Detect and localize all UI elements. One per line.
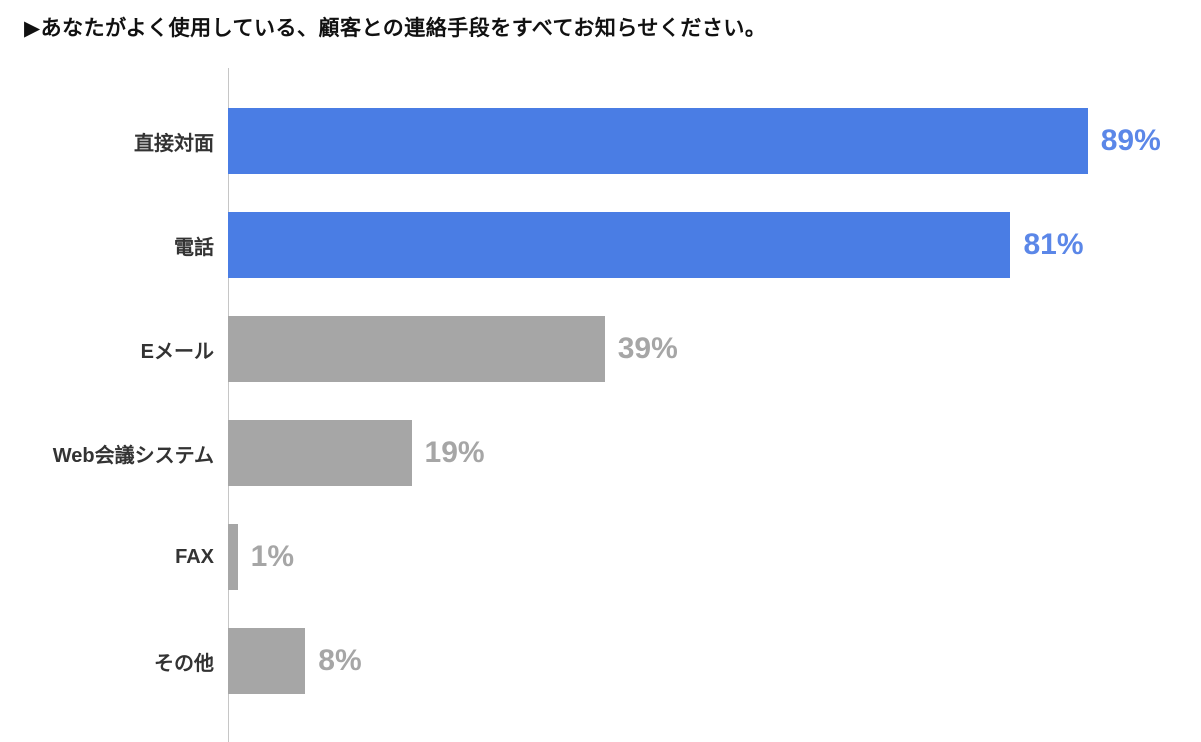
bar-row: Web会議システム 19% [0, 420, 1201, 486]
value-label: 19% [424, 436, 485, 469]
category-label: 電話 [174, 236, 214, 259]
bar [228, 524, 238, 590]
value-label: 81% [1023, 228, 1084, 261]
plot-cell: 8% [228, 628, 1194, 694]
bar-row: その他 8% [0, 628, 1201, 694]
bar [228, 420, 412, 486]
bar [228, 628, 306, 694]
y-axis-line [228, 68, 229, 742]
plot-cell: 81% [228, 212, 1194, 278]
page-title: ▶あなたがよく使用している、顧客との連絡手段をすべてお知らせください。 [24, 17, 767, 40]
value-label: 89% [1100, 124, 1161, 157]
bar-row: 直接対面 89% [0, 108, 1201, 174]
plot-cell: 1% [228, 524, 1194, 590]
category-label: Eメール [140, 340, 214, 363]
category-label: Web会議システム [52, 444, 214, 467]
value-label: 39% [617, 332, 678, 365]
plot-cell: 19% [228, 420, 1194, 486]
category-label: FAX [175, 545, 214, 568]
bar [228, 108, 1088, 174]
bar-row: 電話 81% [0, 212, 1201, 278]
bar-row: Eメール 39% [0, 316, 1201, 382]
plot-cell: 39% [228, 316, 1194, 382]
value-label: 8% [318, 644, 362, 677]
value-label: 1% [250, 540, 295, 573]
plot-cell: 89% [228, 108, 1194, 174]
bar [228, 212, 1011, 278]
bar-rows: 直接対面 89% 電話 81% Eメール 39% [0, 108, 1201, 732]
bar [228, 316, 605, 382]
category-label: その他 [154, 652, 214, 675]
bar-row: FAX 1% [0, 524, 1201, 590]
chart-area: 直接対面 89% 電話 81% Eメール 39% [0, 68, 1201, 742]
category-label: 直接対面 [134, 132, 214, 155]
